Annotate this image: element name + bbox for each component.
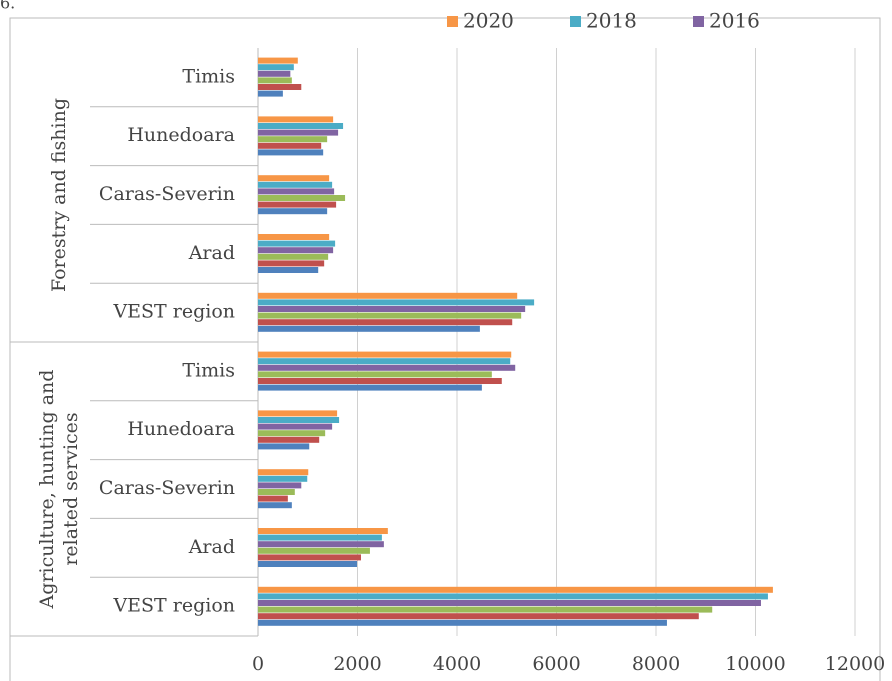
bar [258, 136, 328, 143]
bar [258, 129, 339, 136]
bar [258, 299, 535, 306]
bar [258, 547, 370, 554]
y-tick-label: Timis [182, 65, 235, 87]
bar [258, 443, 310, 450]
y-tick-label: Caras-Severin [99, 477, 235, 499]
legend-swatch [693, 16, 704, 27]
bar [258, 593, 768, 600]
bar [258, 384, 482, 391]
x-tick-label: 0 [252, 653, 264, 675]
bar [258, 541, 384, 548]
group-label: Agriculture, hunting and related services [36, 370, 82, 610]
x-tick-label: 6000 [532, 653, 580, 675]
bar [258, 253, 329, 260]
legend-swatch [447, 16, 458, 27]
bar [258, 417, 340, 423]
group-label: Forestry and fishing [48, 98, 70, 292]
y-tick-label: Caras-Severin [99, 183, 235, 205]
bar [258, 561, 358, 567]
bar [258, 175, 330, 182]
bar [258, 292, 518, 299]
bar [258, 430, 326, 437]
bar [258, 77, 292, 84]
bar [258, 116, 334, 123]
bar [258, 188, 335, 195]
bar [258, 371, 492, 378]
legend-swatch [570, 16, 581, 27]
x-tick-label: 8000 [632, 653, 680, 675]
bar [258, 469, 309, 476]
bar [258, 84, 302, 90]
bar [258, 364, 516, 371]
bar [258, 619, 667, 626]
bar [258, 247, 334, 254]
bar [258, 325, 480, 332]
bar [258, 436, 320, 443]
legend-label: 2020 [463, 9, 514, 33]
bar [258, 312, 522, 319]
bar [258, 123, 344, 129]
y-tick-label: VEST region [112, 301, 235, 323]
x-tick-label: 12000 [825, 653, 885, 675]
bar [258, 90, 283, 97]
legend-label: 2016 [709, 9, 760, 33]
bar [258, 142, 322, 149]
bar [258, 534, 382, 541]
bar [258, 502, 292, 509]
group-label-line: related services [60, 412, 82, 565]
legend-label: 2018 [586, 9, 637, 33]
group-label-line: Forestry and fishing [48, 98, 70, 292]
bar [258, 489, 295, 495]
bar [258, 234, 330, 240]
x-tick-label: 10000 [725, 653, 785, 675]
bar [258, 586, 773, 593]
bar [258, 149, 324, 156]
y-tick-label: Timis [182, 359, 235, 381]
bar [258, 358, 511, 365]
bar [258, 260, 325, 267]
x-tick-label: 4000 [433, 653, 481, 675]
y-tick-label: Arad [188, 536, 235, 558]
bar [258, 600, 761, 606]
bar [258, 378, 502, 384]
bar [258, 267, 319, 273]
bar [258, 423, 333, 430]
legend: 2020 2018 2016 [447, 9, 760, 33]
y-tick-label: Arad [188, 242, 235, 264]
bar [258, 57, 298, 64]
chart-border [9, 17, 881, 681]
bar [258, 201, 337, 208]
bar [258, 606, 713, 613]
bar [258, 319, 513, 326]
bar [258, 613, 699, 620]
bar [258, 528, 388, 534]
bar [258, 240, 336, 247]
caption: 6. [0, 0, 15, 13]
y-tick-label: Hunedoara [127, 124, 235, 146]
bar [258, 181, 333, 188]
bar [258, 475, 308, 482]
bar [258, 208, 328, 215]
bar [258, 410, 338, 417]
y-tick-label: Hunedoara [127, 418, 235, 440]
bar [258, 70, 291, 77]
bar [258, 306, 526, 312]
x-tick-label: 2000 [333, 653, 381, 675]
y-tick-label: VEST region [112, 595, 235, 617]
bar [258, 64, 294, 71]
bar [258, 482, 302, 489]
bar [258, 554, 361, 561]
bar [258, 351, 512, 358]
bar [258, 495, 288, 502]
group-label-line: Agriculture, hunting and [36, 370, 58, 610]
bar [258, 195, 346, 201]
